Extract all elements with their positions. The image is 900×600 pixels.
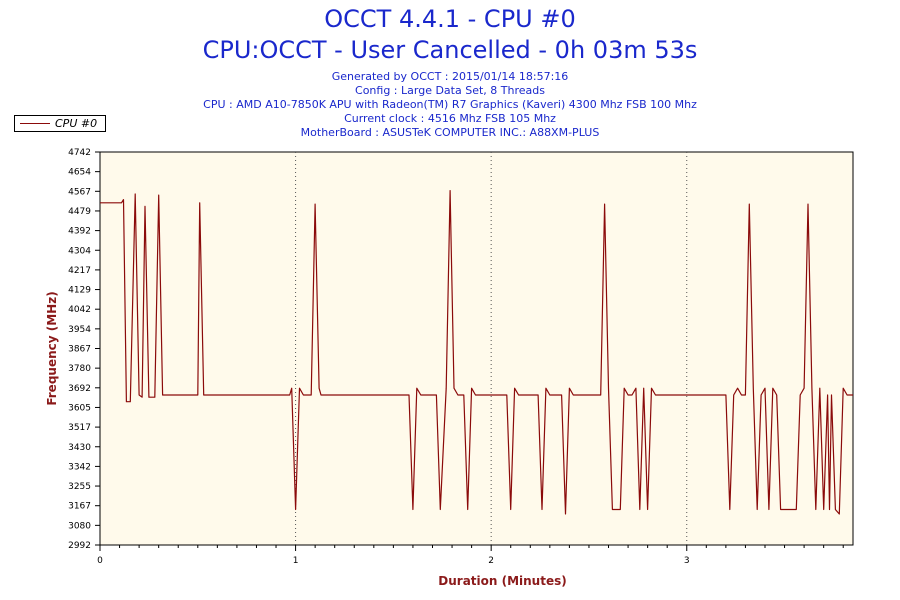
y-axis-label: Frequency (MHz) — [45, 291, 59, 405]
info-config: Config : Large Data Set, 8 Threads — [355, 84, 545, 97]
info-current-clock: Current clock : 4516 Mhz FSB 105 Mhz — [344, 112, 556, 125]
y-tick-label-8: 4042 — [68, 305, 91, 315]
chart-subtitle: CPU:OCCT - User Cancelled - 0h 03m 53s — [202, 36, 698, 64]
info-generated: Generated by OCCT : 2015/01/14 18:57:16 — [331, 70, 569, 83]
y-tick-label-0: 4742 — [68, 148, 91, 158]
info-motherboard: MotherBoard : ASUSTeK COMPUTER INC.: A88… — [300, 126, 600, 139]
legend-swatch — [20, 123, 50, 124]
y-tick-label-18: 3167 — [68, 502, 91, 512]
info-cpu: CPU : AMD A10-7850K APU with Radeon(TM) … — [203, 98, 697, 111]
y-tick-label-3: 4479 — [68, 207, 91, 217]
y-tick-label-5: 4304 — [68, 246, 91, 256]
y-tick-label-1: 4654 — [68, 168, 91, 178]
y-tick-label-2: 4567 — [68, 187, 91, 197]
y-tick-label-10: 3867 — [68, 345, 91, 355]
legend-label: CPU #0 — [55, 117, 98, 130]
y-tick-label-7: 4129 — [68, 286, 91, 296]
y-tick-label-16: 3342 — [68, 462, 91, 472]
y-tick-label-4: 4392 — [68, 227, 91, 237]
plot-area — [99, 151, 854, 546]
y-tick-label-15: 3430 — [68, 443, 91, 453]
y-tick-label-19: 3080 — [68, 521, 91, 531]
y-tick-label-20: 2992 — [68, 541, 91, 551]
y-tick-label-6: 4217 — [68, 266, 91, 276]
y-tick-label-12: 3692 — [68, 384, 91, 394]
x-tick-label-1: 1 — [293, 556, 299, 566]
y-tick-label-13: 3605 — [68, 403, 91, 413]
x-axis-label: Duration (Minutes) — [438, 574, 566, 588]
y-tick-label-9: 3954 — [68, 325, 91, 335]
y-tick-label-17: 3255 — [68, 482, 91, 492]
series-line-0 — [100, 190, 853, 515]
legend: CPU #0 — [14, 115, 106, 132]
chart-title: OCCT 4.4.1 - CPU #0 — [324, 5, 576, 33]
x-tick-label-2: 2 — [488, 556, 494, 566]
x-tick-label-3: 3 — [684, 556, 690, 566]
y-tick-label-14: 3517 — [68, 423, 91, 433]
x-tick-label-0: 0 — [97, 556, 103, 566]
y-tick-label-11: 3780 — [68, 364, 91, 374]
